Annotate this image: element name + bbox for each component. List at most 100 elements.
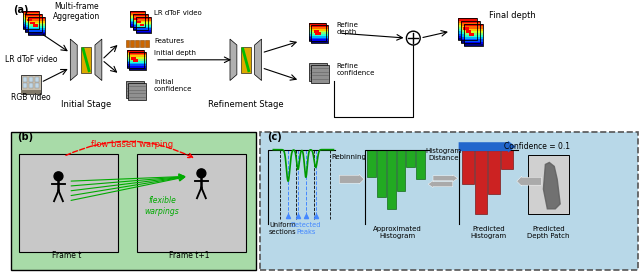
Bar <box>458 33 477 36</box>
Bar <box>133 18 148 19</box>
Bar <box>311 31 328 32</box>
Bar <box>130 12 145 13</box>
Bar <box>461 36 481 39</box>
Bar <box>28 23 45 24</box>
Bar <box>133 21 148 22</box>
Text: Histogram
Distance: Histogram Distance <box>426 148 462 161</box>
Bar <box>129 64 146 66</box>
Bar <box>129 52 146 54</box>
Bar <box>458 36 477 38</box>
Bar <box>397 150 405 191</box>
Bar <box>22 13 39 15</box>
Bar <box>133 19 148 21</box>
Bar <box>22 15 39 17</box>
Bar <box>33 24 38 27</box>
Text: Approximated
Histogram: Approximated Histogram <box>372 226 421 239</box>
Bar <box>463 35 483 37</box>
Bar <box>22 24 39 26</box>
Bar <box>26 21 42 23</box>
Text: Refinement Stage: Refinement Stage <box>208 100 284 109</box>
Bar <box>130 22 145 24</box>
Bar <box>136 21 141 23</box>
Text: (a): (a) <box>13 5 29 15</box>
Bar <box>130 12 145 27</box>
Bar <box>501 150 513 169</box>
Bar <box>127 55 144 57</box>
Bar <box>463 26 483 28</box>
Bar <box>136 27 150 28</box>
Bar <box>29 77 33 82</box>
Bar <box>130 15 145 16</box>
Bar <box>134 18 138 20</box>
Bar <box>458 38 477 40</box>
Bar <box>28 33 45 35</box>
Bar <box>458 18 477 21</box>
Bar <box>131 40 134 47</box>
Bar <box>127 81 144 98</box>
Bar <box>28 17 45 35</box>
Bar <box>461 39 481 41</box>
Bar <box>468 33 474 36</box>
Bar <box>140 24 144 26</box>
Text: Detected
Peaks: Detected Peaks <box>291 222 321 235</box>
Bar <box>130 19 145 21</box>
Bar <box>129 59 146 61</box>
Bar <box>367 150 376 177</box>
Bar <box>136 28 150 30</box>
Bar <box>136 22 150 24</box>
Bar <box>22 12 39 29</box>
Bar <box>463 28 483 31</box>
Bar <box>22 26 39 27</box>
Bar <box>461 41 481 43</box>
Bar <box>28 32 45 33</box>
Bar <box>145 40 149 47</box>
Bar <box>311 65 328 82</box>
Bar <box>22 17 39 19</box>
Bar <box>130 13 145 15</box>
Bar <box>11 132 255 270</box>
Text: LR dToF video: LR dToF video <box>154 10 202 16</box>
Text: (b): (b) <box>17 132 33 142</box>
Bar <box>311 29 328 31</box>
Bar <box>311 25 328 27</box>
Text: flow based warping: flow based warping <box>92 140 173 149</box>
Bar <box>26 20 42 21</box>
Bar <box>28 26 45 28</box>
Bar <box>35 84 39 89</box>
Bar <box>458 21 477 23</box>
Bar <box>463 33 483 35</box>
Bar <box>458 27 477 29</box>
Bar <box>309 32 326 34</box>
Bar <box>27 19 32 21</box>
Text: Final depth: Final depth <box>489 11 536 20</box>
Bar <box>26 25 42 27</box>
Bar <box>28 17 45 19</box>
Bar <box>463 44 483 46</box>
Bar <box>129 61 146 62</box>
Bar <box>26 16 42 18</box>
Bar <box>23 84 27 89</box>
Bar <box>136 24 150 25</box>
Circle shape <box>54 172 63 181</box>
Text: Uniform
sections: Uniform sections <box>268 222 296 235</box>
Bar <box>127 59 144 61</box>
FancyArrow shape <box>516 176 541 186</box>
Bar <box>461 32 481 34</box>
Bar <box>130 16 145 18</box>
Bar <box>127 53 144 55</box>
Bar <box>416 150 425 179</box>
Bar <box>136 17 150 33</box>
Text: Initial depth: Initial depth <box>154 50 196 56</box>
Bar <box>133 28 148 30</box>
Bar <box>19 153 118 252</box>
FancyArrowPatch shape <box>66 141 193 158</box>
Bar <box>458 23 477 25</box>
Bar <box>311 27 328 29</box>
Bar <box>461 21 481 43</box>
Bar <box>26 28 42 30</box>
Bar <box>133 25 148 27</box>
Bar <box>309 28 326 30</box>
Bar <box>461 24 481 26</box>
Bar <box>311 34 328 36</box>
Bar <box>461 28 481 30</box>
